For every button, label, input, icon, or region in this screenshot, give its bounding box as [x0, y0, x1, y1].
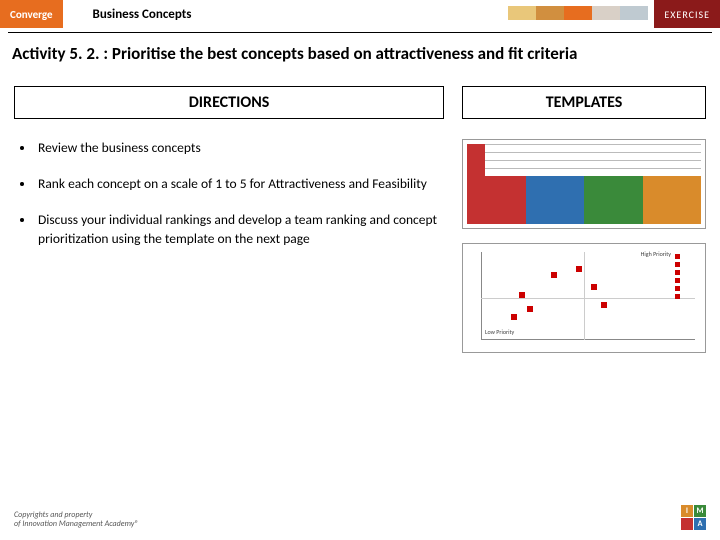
- bullet-dot: [20, 182, 24, 186]
- thumb-row-label: [467, 160, 485, 168]
- directions-list: Review the business concepts Rank each co…: [14, 139, 444, 248]
- axis-horizontal-mid: [481, 298, 695, 299]
- scatter-point: [551, 272, 557, 278]
- header: Converge Business Concepts EXERCISE: [0, 0, 720, 28]
- legend-item: [675, 286, 680, 291]
- legend-item: [675, 254, 680, 259]
- axis-vertical-mid: [584, 252, 585, 340]
- templates-heading: TEMPLATES: [462, 86, 706, 119]
- scatter-point: [511, 314, 517, 320]
- scatter-point: [519, 292, 525, 298]
- legend-item: [675, 294, 680, 299]
- section-title: Business Concepts: [93, 7, 192, 22]
- thumb-row: [467, 152, 701, 160]
- axis-horizontal: [481, 339, 695, 340]
- thumb-row-label: [467, 152, 485, 160]
- directions-heading: DIRECTIONS: [14, 86, 444, 119]
- templates-column: TEMPLATES High Priority Low Priority: [462, 86, 706, 367]
- template-thumbnail-matrix: [462, 139, 706, 229]
- color-bar-strip: [508, 6, 648, 22]
- quad-cell: [584, 176, 643, 224]
- legend-item: [675, 278, 680, 283]
- quad-cell: [643, 176, 702, 224]
- logo-cell: I: [681, 505, 693, 517]
- logo-cell: M: [694, 505, 706, 517]
- label-high-priority: High Priority: [641, 250, 671, 258]
- direction-item: Rank each concept on a scale of 1 to 5 f…: [14, 175, 444, 193]
- bullet-dot: [20, 146, 24, 150]
- thumb-row-label: [467, 168, 485, 176]
- direction-text: Discuss your individual rankings and dev…: [38, 211, 444, 247]
- header-divider: [8, 32, 712, 33]
- color-bar: [592, 6, 620, 20]
- color-bar: [508, 6, 536, 20]
- logo-cell: A: [694, 518, 706, 530]
- footer-line2: of Innovation Management Academy®: [14, 520, 138, 530]
- color-bar: [620, 6, 648, 20]
- template-thumbnail-scatter: High Priority Low Priority: [462, 243, 706, 353]
- thumb-row: [467, 160, 701, 168]
- activity-title: Activity 5. 2. : Prioritise the best con…: [0, 43, 720, 64]
- legend-item: [675, 270, 680, 275]
- converge-label: Converge: [0, 0, 63, 28]
- directions-column: DIRECTIONS Review the business conceptsR…: [14, 86, 444, 367]
- thumb-row: [467, 144, 701, 152]
- label-low-priority: Low Priority: [485, 328, 514, 336]
- scatter-legend: [675, 254, 701, 302]
- scatter-point: [576, 266, 582, 272]
- scatter-point: [591, 284, 597, 290]
- bullet-dot: [20, 218, 24, 222]
- exercise-badge: EXERCISE: [654, 0, 720, 28]
- logo-cell: [681, 518, 693, 530]
- quad-cell: [526, 176, 585, 224]
- quad-cell: [467, 176, 526, 224]
- thumb-row-label: [467, 144, 485, 152]
- content-area: DIRECTIONS Review the business conceptsR…: [0, 86, 720, 367]
- scatter-point: [601, 302, 607, 308]
- thumb-row: [467, 168, 701, 176]
- scatter-point: [527, 306, 533, 312]
- direction-item: Review the business concepts: [14, 139, 444, 157]
- direction-item: Discuss your individual rankings and dev…: [14, 211, 444, 247]
- quad-grid: [467, 176, 701, 224]
- legend-item: [675, 262, 680, 267]
- direction-text: Review the business concepts: [38, 139, 201, 157]
- footer-copyright: Copyrights and property of Innovation Ma…: [14, 511, 138, 530]
- color-bar: [536, 6, 564, 20]
- axis-vertical: [481, 252, 482, 340]
- color-bar: [564, 6, 592, 20]
- ima-logo: IMA: [681, 505, 706, 530]
- direction-text: Rank each concept on a scale of 1 to 5 f…: [38, 175, 427, 193]
